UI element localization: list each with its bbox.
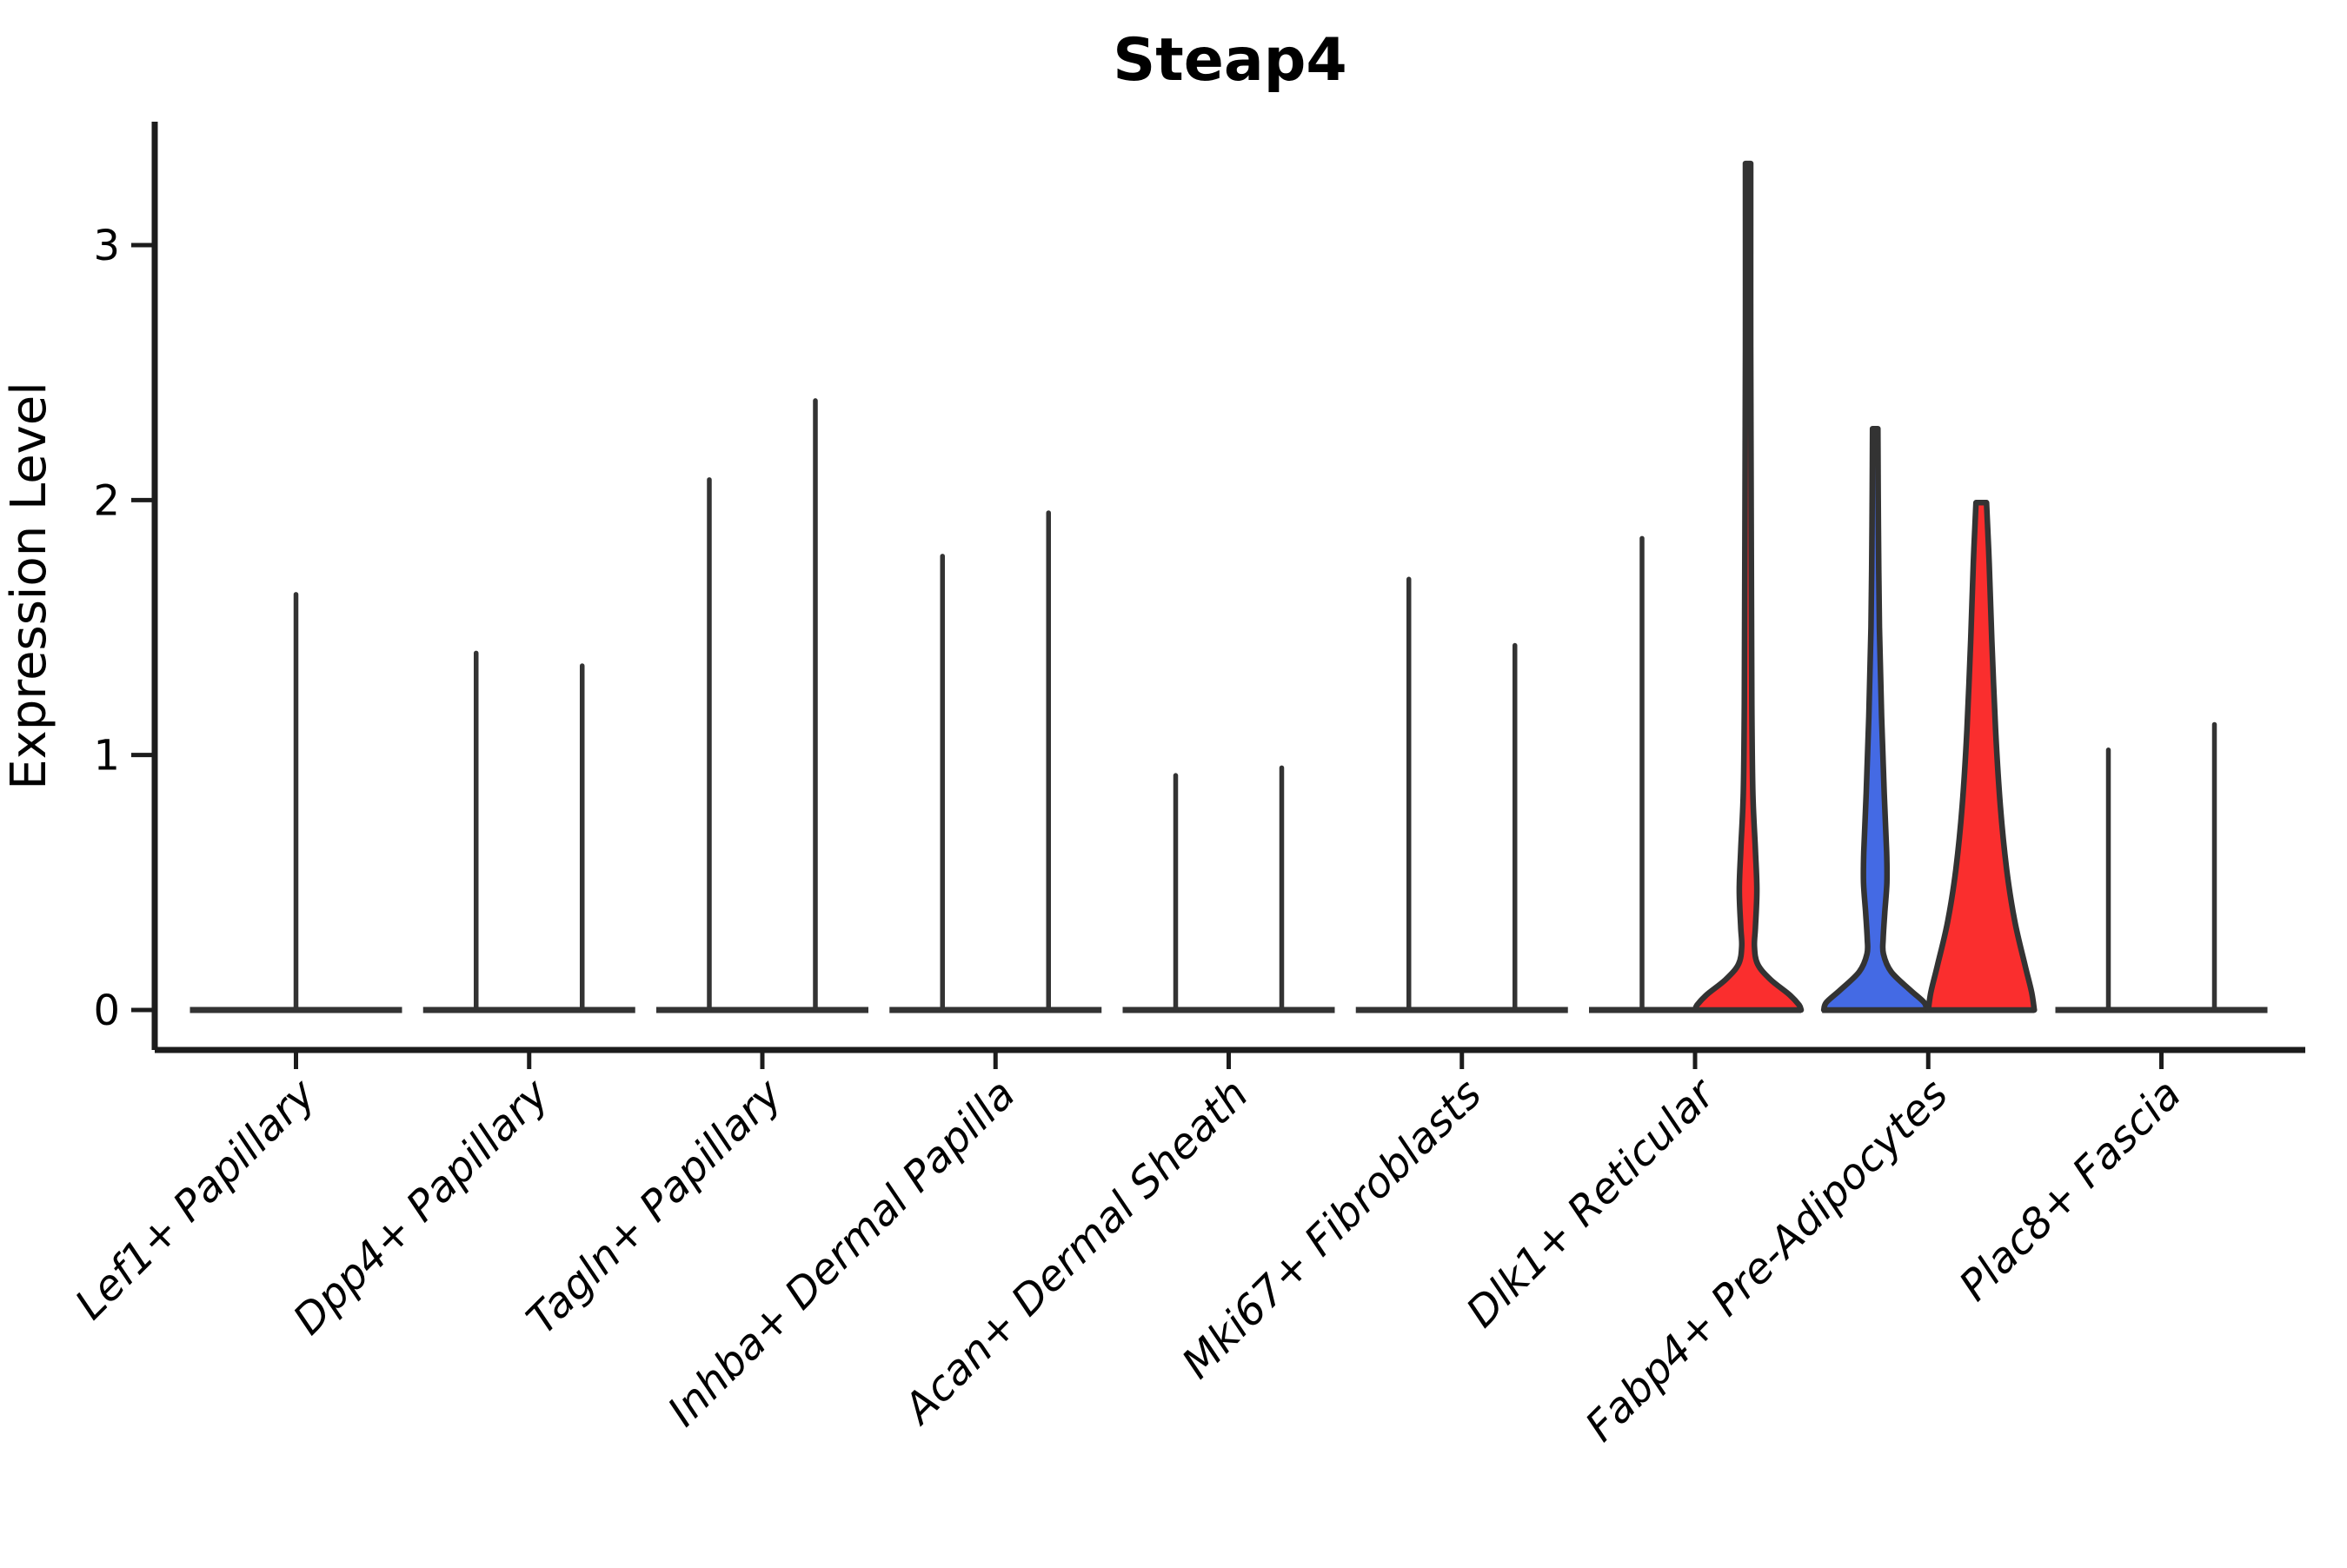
chart-title: Steap4 bbox=[1113, 26, 1346, 95]
axis-spines bbox=[151, 122, 2305, 1053]
y-tick-label: 0 bbox=[93, 987, 120, 1035]
y-axis-label: Expression Level bbox=[1, 382, 57, 790]
y-tick-label: 2 bbox=[93, 476, 120, 525]
y-axis-ticks: 0 1 2 3 bbox=[93, 222, 152, 1035]
violin-shaped-red bbox=[1925, 500, 2038, 1013]
violin-shaped-red bbox=[1692, 160, 1805, 1013]
x-axis-ticks bbox=[294, 1052, 2164, 1069]
y-tick-label: 1 bbox=[93, 732, 120, 781]
violin-series bbox=[189, 160, 2268, 1013]
y-tick-label: 3 bbox=[93, 222, 120, 270]
violin-shaped-blue bbox=[1820, 425, 1930, 1013]
